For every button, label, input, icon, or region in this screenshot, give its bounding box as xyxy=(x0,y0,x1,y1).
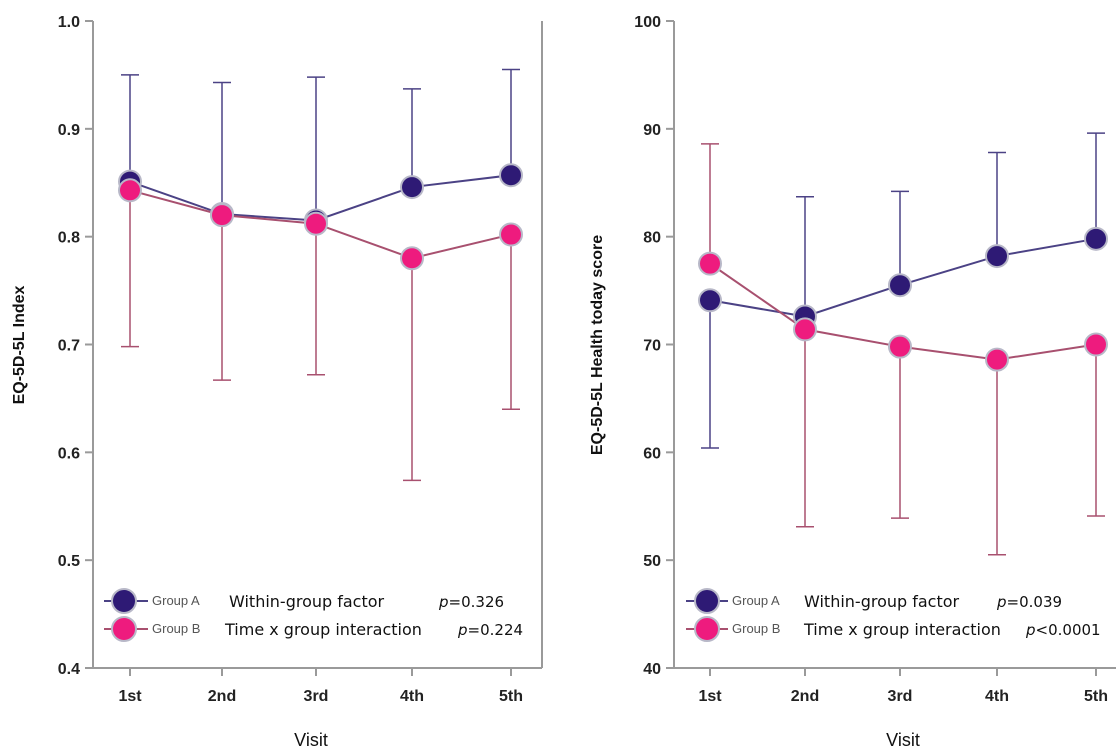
legend-p-value: p=0.039 xyxy=(996,593,1062,611)
data-point-group-a xyxy=(985,244,1009,269)
p-value-number: =0.326 xyxy=(449,593,505,611)
legend-description: Within-group factor xyxy=(229,592,385,611)
data-point-group-b xyxy=(400,246,424,271)
p-value-number: <0.0001 xyxy=(1036,621,1101,639)
y-tick-label: 70 xyxy=(643,338,661,355)
chart-panel-eq5d-index: 0.4 0.5 0.6 0.7 0.8 0.9 1.0 1st 2nd 3rd 4th 5th Visi… xyxy=(11,14,543,750)
x-tick-label: 5th xyxy=(499,688,523,705)
y-tick-label: 100 xyxy=(634,14,661,31)
p-symbol: p xyxy=(457,621,468,639)
data-point-group-b xyxy=(1084,332,1108,357)
legend-p-value: p<0.0001 xyxy=(1025,621,1101,639)
legend-p-value: p=0.224 xyxy=(457,621,523,639)
y-tick-label: 0.7 xyxy=(58,338,80,355)
legend-marker-1 xyxy=(111,616,137,642)
x-tick-label: 4th xyxy=(985,688,1009,705)
legend-description: Time x group interaction xyxy=(224,620,422,639)
x-tick-label: 5th xyxy=(1084,688,1108,705)
y-tick-label: 0.9 xyxy=(58,122,80,139)
data-point-group-b xyxy=(210,203,234,228)
data-point-group-b xyxy=(698,251,722,276)
x-axis-label: Visit xyxy=(294,730,328,750)
p-symbol: p xyxy=(438,593,449,611)
x-tick-label: 1st xyxy=(118,688,142,705)
y-tick-label: 0.8 xyxy=(58,230,80,247)
data-point-group-b xyxy=(888,334,912,359)
x-tick-label: 2nd xyxy=(208,688,236,705)
y-tick-label: 0.6 xyxy=(58,445,80,462)
data-point-group-a xyxy=(1084,226,1108,251)
legend-group-label: Group A xyxy=(732,593,780,608)
y-tick-label: 80 xyxy=(643,230,661,247)
p-symbol: p xyxy=(1025,621,1036,639)
x-tick-label: 4th xyxy=(400,688,424,705)
data-point-group-b xyxy=(793,317,817,342)
y-tick-label: 60 xyxy=(643,445,661,462)
y-axis-label: EQ-5D-5L Index xyxy=(11,285,28,404)
legend-description: Within-group factor xyxy=(804,592,960,611)
x-axis-label: Visit xyxy=(886,730,920,750)
legend-group-label: Group B xyxy=(152,621,200,636)
data-point-group-a xyxy=(698,288,722,313)
legend-marker-0 xyxy=(694,588,720,614)
legend-description: Time x group interaction xyxy=(803,620,1001,639)
p-value-number: =0.039 xyxy=(1007,593,1063,611)
chart-panel-health-today-score: 40 50 60 70 80 90 100 1st 2nd 3rd 4th 5th Visit EQ-5D… xyxy=(589,14,1116,750)
y-tick-label: 0.4 xyxy=(58,661,80,678)
data-point-group-a xyxy=(499,163,523,188)
x-tick-label: 3rd xyxy=(888,688,913,705)
data-point-group-b xyxy=(118,178,142,203)
data-point-group-b xyxy=(985,347,1009,372)
y-tick-label: 1.0 xyxy=(58,14,80,31)
data-point-group-b xyxy=(304,211,328,236)
legend-marker-1 xyxy=(694,616,720,642)
y-tick-label: 50 xyxy=(643,553,661,570)
y-tick-label: 0.5 xyxy=(58,553,80,570)
data-point-group-a xyxy=(888,273,912,298)
legend-group-label: Group A xyxy=(152,593,200,608)
y-tick-label: 40 xyxy=(643,661,661,678)
data-point-group-a xyxy=(400,175,424,200)
y-axis-label: EQ-5D-5L Health today score xyxy=(589,235,606,455)
legend-group-label: Group B xyxy=(732,621,780,636)
legend-marker-0 xyxy=(111,588,137,614)
p-symbol: p xyxy=(996,593,1007,611)
x-tick-label: 2nd xyxy=(791,688,819,705)
legend-p-value: p=0.326 xyxy=(438,593,504,611)
data-point-group-b xyxy=(499,222,523,247)
p-value-number: =0.224 xyxy=(468,621,524,639)
y-tick-label: 90 xyxy=(643,122,661,139)
x-tick-label: 3rd xyxy=(304,688,329,705)
x-tick-label: 1st xyxy=(698,688,722,705)
